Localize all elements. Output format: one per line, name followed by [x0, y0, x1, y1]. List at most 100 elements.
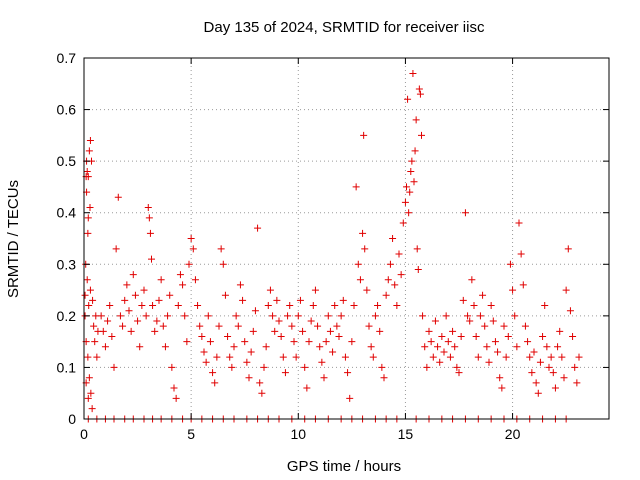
data-point-marker	[464, 312, 472, 320]
data-point-marker	[101, 343, 109, 351]
data-point-marker	[554, 343, 562, 351]
data-point-marker	[389, 235, 397, 242]
data-point-marker	[85, 147, 93, 155]
data-point-marker	[515, 219, 523, 227]
data-point-marker	[294, 312, 302, 320]
data-point-marker	[230, 343, 238, 351]
data-point-marker	[121, 296, 129, 304]
data-point-marker	[84, 214, 92, 222]
data-point-marker	[99, 327, 107, 335]
data-point-marker	[532, 379, 540, 387]
data-point-marker	[170, 384, 178, 392]
data-point-marker	[391, 281, 399, 289]
data-point-marker	[232, 312, 240, 320]
data-point-marker	[112, 245, 120, 253]
data-point-marker	[369, 353, 377, 361]
data-point-marker	[446, 353, 454, 361]
data-point-marker	[346, 394, 354, 402]
x-tick-label: 20	[505, 426, 521, 442]
data-point-marker	[123, 281, 131, 289]
data-point-marker	[191, 276, 199, 284]
data-point-marker	[83, 276, 91, 284]
data-point-marker	[479, 291, 487, 299]
data-points	[81, 69, 583, 423]
data-point-marker	[397, 271, 405, 279]
data-point-marker	[509, 286, 517, 294]
data-point-marker	[399, 219, 407, 227]
data-point-marker	[155, 296, 163, 304]
data-point-marker	[551, 384, 559, 392]
data-point-marker	[251, 307, 259, 315]
data-point-marker	[236, 281, 244, 289]
data-point-marker	[513, 343, 521, 351]
data-point-marker	[481, 322, 489, 330]
y-tick-label: 0.7	[57, 50, 77, 66]
data-point-marker	[376, 327, 384, 335]
data-point-marker	[305, 338, 313, 346]
data-point-marker	[245, 374, 253, 382]
data-point-marker	[339, 296, 347, 304]
data-point-marker	[194, 302, 202, 310]
data-point-marker	[410, 178, 418, 186]
data-point-marker	[181, 312, 189, 320]
data-point-marker	[506, 260, 514, 268]
data-point-marker	[384, 276, 392, 284]
data-point-marker	[434, 343, 442, 351]
data-point-marker	[380, 374, 388, 382]
x-tick-label: 10	[290, 426, 306, 442]
data-point-marker	[311, 286, 319, 294]
data-point-marker	[88, 405, 96, 413]
data-point-marker	[258, 389, 266, 397]
data-point-marker	[564, 245, 572, 253]
data-point-marker	[406, 188, 414, 196]
data-point-marker	[301, 363, 309, 371]
data-point-marker	[451, 343, 459, 351]
data-point-marker	[226, 353, 234, 361]
data-point-marker	[344, 369, 352, 377]
data-point-marker	[256, 379, 264, 387]
data-point-marker	[125, 307, 133, 315]
data-point-marker	[455, 369, 463, 377]
data-point-marker	[234, 322, 242, 330]
data-point-marker	[530, 348, 538, 356]
data-point-marker	[215, 322, 223, 330]
data-point-marker	[491, 338, 499, 346]
data-point-marker	[114, 193, 122, 201]
data-point-marker	[206, 338, 214, 346]
data-point-marker	[140, 286, 148, 294]
data-point-marker	[185, 260, 193, 268]
data-point-marker	[264, 302, 272, 310]
data-point-marker	[521, 322, 529, 330]
data-point-marker	[85, 374, 93, 382]
data-point-marker	[281, 369, 289, 377]
data-point-marker	[382, 291, 390, 299]
data-point-marker	[331, 302, 339, 310]
data-point-marker	[498, 384, 506, 392]
data-point-marker	[84, 353, 92, 361]
data-point-marker	[547, 353, 555, 361]
data-point-marker	[209, 369, 217, 377]
data-point-marker	[524, 338, 532, 346]
data-point-marker	[219, 260, 227, 268]
data-point-marker	[286, 302, 294, 310]
data-point-marker	[211, 379, 219, 387]
data-point-marker	[539, 332, 547, 340]
data-point-marker	[569, 332, 577, 340]
y-tick-label: 0	[68, 411, 76, 427]
data-point-marker	[386, 260, 394, 268]
data-point-marker	[408, 157, 416, 165]
data-point-marker	[275, 317, 283, 325]
data-point-marker	[153, 317, 161, 325]
data-point-marker	[374, 302, 382, 310]
data-point-marker	[174, 302, 182, 310]
data-point-marker	[534, 389, 542, 397]
data-point-marker	[86, 137, 94, 145]
data-point-marker	[296, 296, 304, 304]
data-point-marker	[517, 250, 525, 258]
data-point-marker	[104, 317, 112, 325]
data-point-marker	[196, 322, 204, 330]
data-point-marker	[320, 374, 328, 382]
data-point-marker	[575, 353, 583, 361]
data-point-marker	[172, 394, 180, 402]
